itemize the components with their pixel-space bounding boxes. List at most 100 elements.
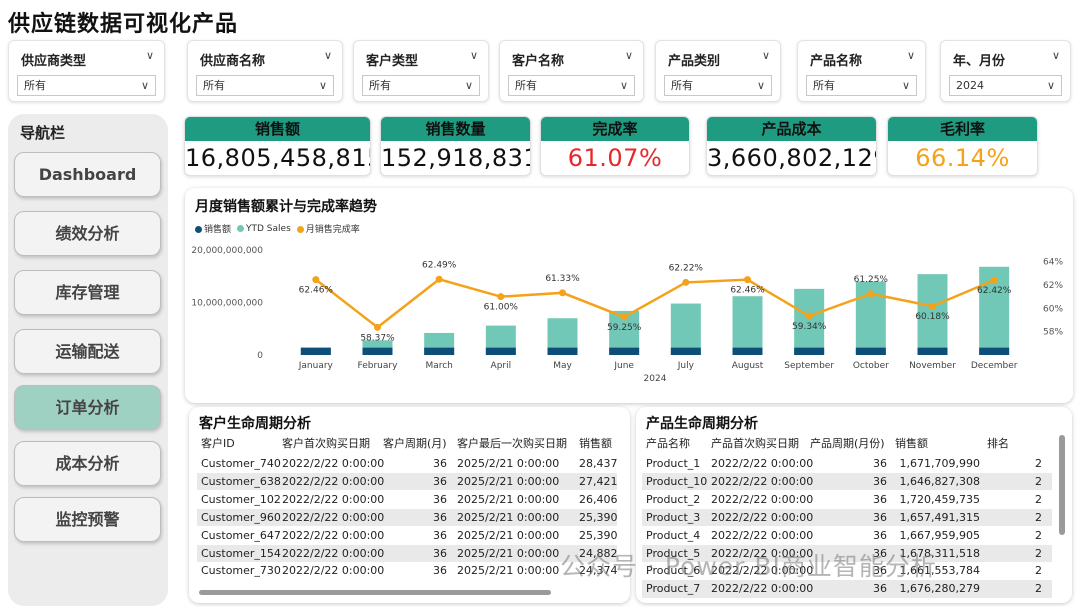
- table-row[interactable]: Customer_960 2022/2/22 0:00:00 36 2025/2/21…: [197, 508, 617, 527]
- table-cell: 2: [1035, 492, 1042, 506]
- table-row[interactable]: Customer_740 2022/2/22 0:00:00 36 2025/2/21…: [197, 455, 617, 473]
- customer-header-2[interactable]: 客户周期(月): [383, 437, 447, 450]
- table-cell: Product_3: [646, 510, 701, 524]
- product-header-2[interactable]: 产品周期(月份): [810, 437, 885, 450]
- table-cell: 2: [1035, 582, 1042, 596]
- customer-header-4[interactable]: 销售额: [579, 437, 612, 450]
- monthly-sales-chart-card: 月度销售额累计与完成率趋势 销售额 YTD Sales 月销售完成率 20,00…: [185, 188, 1073, 403]
- table-row[interactable]: Product_3 2022/2/22 0:00:00 36 1,657,491,31…: [642, 508, 1052, 527]
- table-row[interactable]: Customer_154 2022/2/22 0:00:00 36 2025/2/21…: [197, 544, 617, 562]
- x-tick-label: June: [613, 361, 634, 371]
- rate-data-label: 62.46%: [730, 286, 765, 296]
- table-row[interactable]: Product_10 2022/2/22 0:00:00 36 1,646,827,3…: [642, 472, 1052, 491]
- legend-item-ytd[interactable]: YTD Sales: [237, 224, 291, 234]
- nav-button-3[interactable]: 运输配送: [14, 329, 161, 374]
- table-row[interactable]: Product_6 2022/2/22 0:00:00 36 1,661,553,78…: [642, 562, 1052, 580]
- chevron-down-icon[interactable]: ∨: [624, 49, 633, 62]
- y2-tick-label: 62%: [1043, 281, 1063, 291]
- table-cell: 2022/2/22 0:00:00: [282, 564, 385, 578]
- table-cell: Customer_638: [201, 474, 281, 488]
- filter-value: 所有: [813, 79, 835, 92]
- x-tick-label: July: [677, 361, 695, 371]
- nav-button-2[interactable]: 库存管理: [14, 270, 161, 315]
- legend-item-sales[interactable]: 销售额: [195, 222, 231, 235]
- rate-point: [559, 289, 566, 297]
- customer-header-3[interactable]: 客户最后一次购买日期: [457, 437, 567, 450]
- kpi-label: 毛利率: [888, 117, 1037, 141]
- chevron-down-icon[interactable]: ∨: [1051, 49, 1060, 62]
- filter-select[interactable]: 所有 ∨: [508, 75, 635, 96]
- customer-header-1[interactable]: 客户首次购买日期: [282, 437, 370, 450]
- nav-button-0[interactable]: Dashboard: [14, 152, 161, 197]
- chevron-down-icon[interactable]: ∨: [761, 49, 770, 62]
- table-cell: 36: [873, 564, 887, 578]
- product-header-1[interactable]: 产品首次购买日期: [711, 437, 799, 450]
- rate-point: [990, 276, 998, 284]
- chevron-down-icon[interactable]: ∨: [145, 49, 154, 62]
- table-cell: 25,390,: [579, 528, 617, 542]
- table-row[interactable]: Product_7 2022/2/22 0:00:00 36 1,676,280,27…: [642, 580, 1052, 598]
- table-row[interactable]: Customer_730 2022/2/22 0:00:00 36 2025/2/21…: [197, 562, 617, 580]
- filter-value: 所有: [515, 79, 537, 92]
- nav-button-6[interactable]: 监控预警: [14, 497, 161, 542]
- rate-data-label: 58.37%: [360, 333, 395, 343]
- table-cell: 36: [433, 546, 447, 560]
- nav-button-1[interactable]: 绩效分析: [14, 211, 161, 256]
- table-cell: 2022/2/22 0:00:00: [711, 510, 814, 524]
- table-cell: Product_1: [646, 457, 701, 470]
- rate-point: [682, 278, 690, 286]
- table-cell: 27,421,: [579, 474, 617, 488]
- filter-select[interactable]: 所有 ∨: [362, 75, 480, 96]
- product-header-3[interactable]: 销售额: [895, 437, 928, 450]
- nav-button-4[interactable]: 订单分析: [14, 385, 161, 430]
- table-cell: Customer_154: [201, 546, 281, 560]
- table-cell: 36: [433, 510, 447, 524]
- chart-svg: 20,000,000,000 10,000,000,000 0 64% 62% 60% 58…: [191, 246, 1063, 384]
- table-row[interactable]: Product_5 2022/2/22 0:00:00 36 1,678,311,51…: [642, 544, 1052, 562]
- table-row[interactable]: Customer_638 2022/2/22 0:00:00 36 2025/2/21…: [197, 472, 617, 491]
- table-cell: Product_7: [646, 582, 701, 596]
- filter-select[interactable]: 所有 ∨: [806, 75, 917, 96]
- rate-point: [867, 290, 875, 298]
- legend-item-rate[interactable]: 月销售完成率: [296, 222, 360, 235]
- filter-label: 产品类别: [668, 54, 721, 69]
- table-cell: 2022/2/22 0:00:00: [282, 510, 385, 524]
- chevron-down-icon[interactable]: ∨: [906, 49, 915, 62]
- filter-select[interactable]: 所有 ∨: [17, 75, 156, 96]
- filter-value: 所有: [671, 79, 693, 92]
- filter-select[interactable]: 所有 ∨: [664, 75, 772, 96]
- table-cell: 2022/2/22 0:00:00: [711, 492, 814, 506]
- product-header-4[interactable]: 排名: [987, 437, 1009, 450]
- product-table-scrollbar[interactable]: [1059, 435, 1065, 535]
- table-row[interactable]: Product_1 2022/2/22 0:00:00 36 1,671,709,99…: [642, 455, 1052, 473]
- table-cell: 2022/2/22 0:00:00: [282, 546, 385, 560]
- table-cell: 36: [433, 528, 447, 542]
- filter-6: 年、月份 ∨ 2024 ∨: [940, 40, 1071, 102]
- y-tick-label: 10,000,000,000: [191, 299, 263, 309]
- table-cell: 1,661,553,784: [899, 564, 980, 578]
- table-cell: Product_5: [646, 546, 701, 560]
- customer-header-0[interactable]: 客户ID: [201, 437, 235, 450]
- table-row[interactable]: Product_4 2022/2/22 0:00:00 36 1,667,959,90…: [642, 527, 1052, 545]
- customer-table-scrollbar[interactable]: [199, 590, 551, 595]
- table-cell: Customer_647: [201, 528, 281, 542]
- filter-5: 产品名称 ∨ 所有 ∨: [797, 40, 926, 102]
- filter-select[interactable]: 所有 ∨: [196, 75, 334, 96]
- product-header-0[interactable]: 产品名称: [646, 437, 690, 450]
- chevron-down-icon: ∨: [464, 79, 473, 92]
- bar-sales: [794, 347, 825, 355]
- table-row[interactable]: Product_2 2022/2/22 0:00:00 36 1,720,459,73…: [642, 491, 1052, 509]
- table-cell: Product_6: [646, 564, 701, 578]
- table-row[interactable]: Customer_102 2022/2/22 0:00:00 36 2025/2/21…: [197, 491, 617, 509]
- table-cell: 2022/2/22 0:00:00: [282, 457, 385, 470]
- chevron-down-icon[interactable]: ∨: [469, 49, 478, 62]
- kpi-value: 66.14%: [915, 144, 1010, 172]
- bar-sales: [917, 347, 948, 355]
- filter-select[interactable]: 2024 ∨: [949, 75, 1062, 96]
- kpi-card-1: 销售数量 152,918,831: [380, 116, 531, 176]
- table-row[interactable]: Customer_647 2022/2/22 0:00:00 36 2025/2/21…: [197, 527, 617, 545]
- table-cell: Customer_730: [201, 564, 281, 578]
- table-cell: 2022/2/22 0:00:00: [711, 564, 814, 578]
- nav-button-5[interactable]: 成本分析: [14, 441, 161, 486]
- chevron-down-icon[interactable]: ∨: [323, 49, 332, 62]
